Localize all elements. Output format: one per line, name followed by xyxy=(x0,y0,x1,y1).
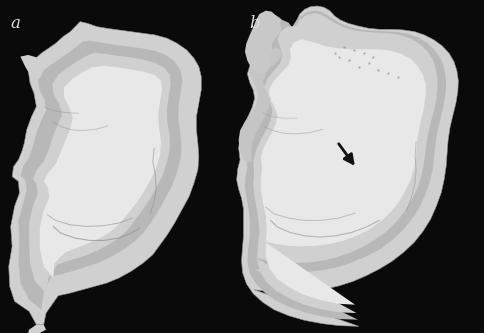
Polygon shape xyxy=(18,41,182,310)
Text: a: a xyxy=(11,15,20,32)
Polygon shape xyxy=(253,13,437,313)
Polygon shape xyxy=(238,47,282,163)
Polygon shape xyxy=(28,325,46,333)
Polygon shape xyxy=(9,22,201,325)
Text: b: b xyxy=(248,15,259,32)
Polygon shape xyxy=(40,66,162,278)
Polygon shape xyxy=(260,39,425,305)
Polygon shape xyxy=(244,11,445,320)
Polygon shape xyxy=(20,55,45,82)
Polygon shape xyxy=(236,6,457,326)
Polygon shape xyxy=(244,11,281,74)
Polygon shape xyxy=(29,53,170,293)
